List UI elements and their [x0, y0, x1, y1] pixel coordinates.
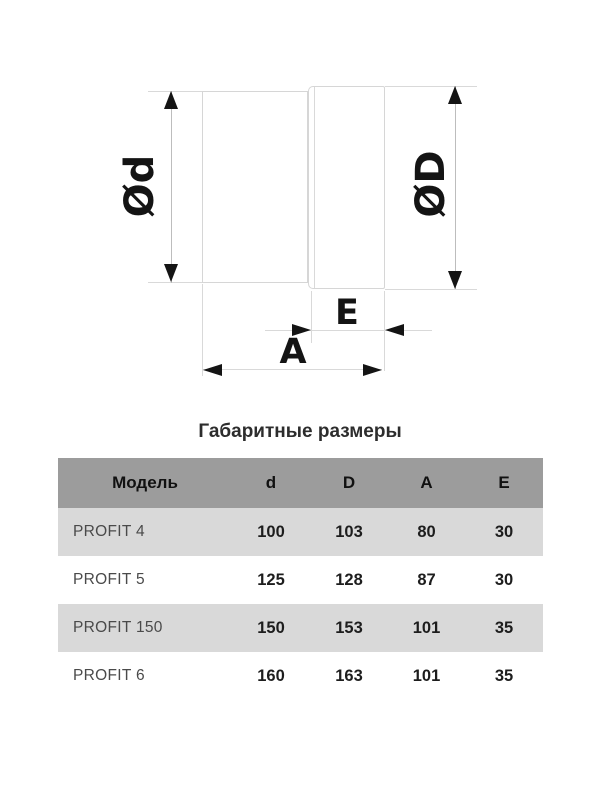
table-row: PROFIT 4 100 103 80 30: [58, 508, 543, 556]
cell-D: 103: [335, 522, 363, 541]
table-header-A: A: [420, 473, 433, 492]
arrowhead-up-icon: [448, 86, 462, 104]
extension-line: [311, 291, 312, 343]
table-header-model: Модель: [112, 473, 178, 492]
cell-model: PROFIT 6: [73, 667, 145, 684]
table-header-E: E: [498, 473, 510, 492]
cell-model: PROFIT 4: [73, 523, 145, 540]
dimensions-table: Модель d D A E PROFIT 4 100 103 80 30 PR…: [58, 458, 543, 700]
cell-model: PROFIT 150: [73, 619, 163, 636]
cell-E: 35: [494, 618, 514, 637]
cell-D: 163: [335, 666, 363, 685]
arrowhead-right-icon: [292, 324, 311, 336]
dimension-label-od: Ød: [117, 154, 163, 218]
arrowhead-left-icon: [203, 364, 222, 376]
extension-line: [385, 86, 477, 87]
cell-A: 80: [417, 522, 436, 541]
duct-flange-outline: [308, 86, 385, 289]
duct-body-outline: [202, 91, 308, 283]
cell-d: 125: [257, 570, 285, 589]
cell-D: 128: [335, 570, 363, 589]
dimension-line-oD: [455, 86, 456, 289]
dimension-label-oD: ØD: [408, 150, 454, 218]
cell-A: 101: [412, 666, 441, 685]
extension-line: [384, 291, 385, 371]
dimension-line-a: [203, 369, 382, 370]
cell-d: 150: [257, 618, 285, 637]
arrowhead-up-icon: [164, 91, 178, 109]
cell-D: 153: [335, 618, 363, 637]
dimension-label-a: A: [279, 332, 307, 372]
cell-E: 30: [494, 522, 514, 541]
cell-A: 87: [417, 570, 436, 589]
arrowhead-right-icon: [363, 364, 382, 376]
table-header-row: Модель d D A E: [58, 458, 543, 508]
cell-E: 35: [494, 666, 514, 685]
table-header-D: D: [342, 473, 356, 492]
extension-line: [202, 284, 203, 376]
extension-line: [148, 282, 202, 283]
table-header-d: d: [265, 473, 277, 492]
cell-A: 101: [412, 618, 441, 637]
cell-d: 160: [257, 666, 285, 685]
arrowhead-left-icon: [385, 324, 404, 336]
table-row: PROFIT 5 125 128 87 30: [58, 556, 543, 604]
dimension-line-od: [171, 91, 172, 283]
table-row: PROFIT 150 150 153 101 35: [58, 604, 543, 652]
flange-seam-line: [314, 87, 315, 288]
cell-model: PROFIT 5: [73, 571, 145, 588]
cell-E: 30: [494, 570, 514, 589]
cell-d: 100: [257, 522, 285, 541]
section-title: Габаритные размеры: [198, 421, 402, 442]
arrowhead-down-icon: [164, 264, 178, 282]
arrowhead-down-icon: [448, 271, 462, 289]
dimension-label-e: E: [335, 293, 359, 333]
extension-line: [385, 289, 477, 290]
table-row: PROFIT 6 160 163 101 35: [58, 652, 543, 700]
dimension-line-e: [265, 330, 432, 331]
